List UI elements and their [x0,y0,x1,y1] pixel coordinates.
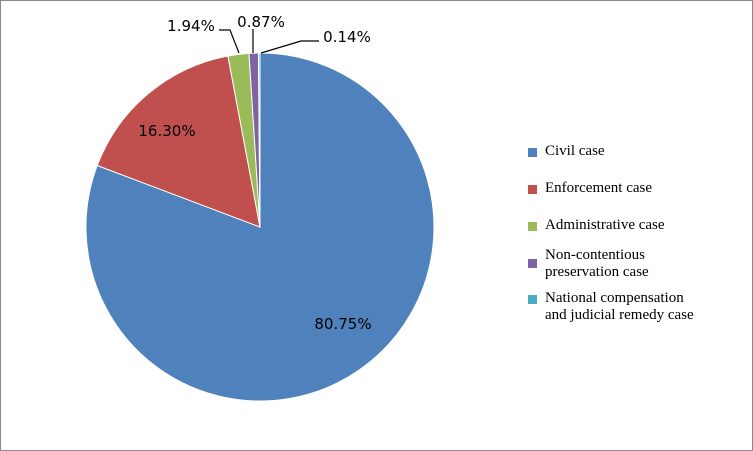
legend-item-civil: Civil case [528,143,748,180]
legend: Civil case Enforcement case Administrati… [528,143,748,326]
legend-label-non-contentious-line1: Non-contentious [545,247,645,263]
legend-label-administrative: Administrative case [545,217,665,233]
leader-line-administrative [219,29,240,54]
legend-item-national-compensation: National compensation and judicial remed… [528,290,748,326]
legend-item-administrative: Administrative case [528,217,748,247]
legend-label-enforcement: Enforcement case [545,180,653,196]
data-label-non-contentious: 0.87% [237,13,285,31]
legend-label-national-compensation-line2: and judicial remedy case [545,307,694,323]
legend-label-civil: Civil case [545,143,605,159]
legend-swatch-national-compensation [528,295,537,304]
data-label-national-compensation: 0.14% [323,28,371,46]
legend-swatch-enforcement [528,185,537,194]
legend-label-non-contentious-line2: preservation case [545,264,649,280]
legend-item-non-contentious: Non-contentious preservation case [528,247,748,290]
data-label-administrative: 1.94% [167,17,215,35]
legend-swatch-administrative [528,222,537,231]
legend-item-enforcement: Enforcement case [528,180,748,217]
leader-line-national-compensation [260,40,319,54]
legend-swatch-civil [528,148,537,157]
pie-slice-enforcement [96,55,261,228]
legend-label-national-compensation-line1: National compensation [545,290,684,306]
pie-slice-national-compensation [257,52,261,228]
legend-swatch-non-contentious [528,259,537,268]
data-label-civil: 80.75% [314,315,371,333]
data-label-enforcement: 16.30% [138,122,195,140]
